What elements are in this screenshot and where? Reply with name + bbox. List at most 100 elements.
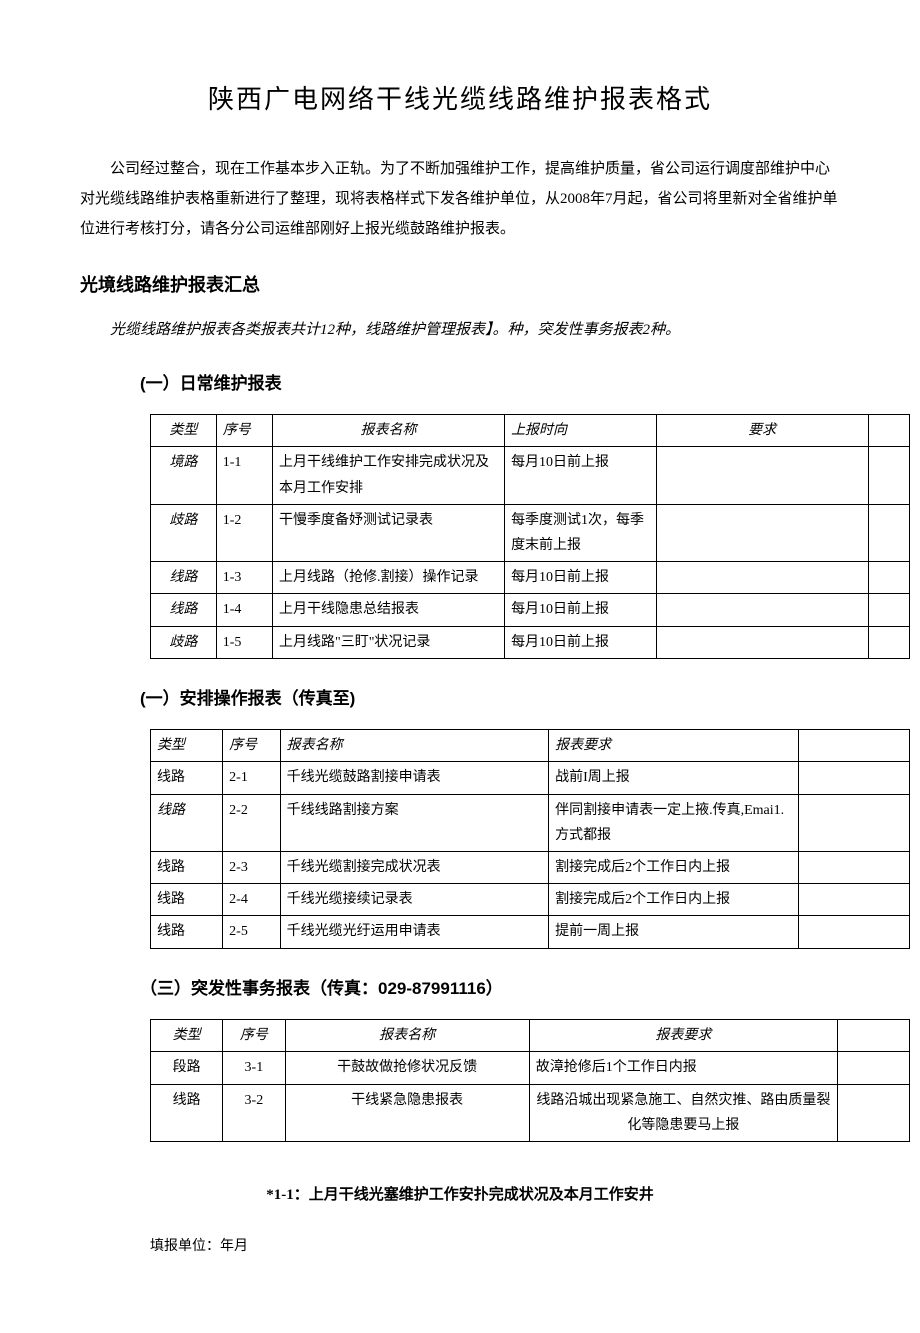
cell-name: 千线光缆鼓路割接申请表 — [280, 762, 549, 794]
col-req: 报表要求 — [529, 1020, 837, 1052]
table-row: 段路 3-1 干鼓故做抢修状况反馈 故漳抢修后1个工作日内报 — [151, 1052, 910, 1084]
cell-req — [656, 504, 868, 561]
cell-seq: 1-4 — [216, 594, 272, 626]
cell-type: 线路 — [151, 762, 223, 794]
cell-req: 割接完成后2个工作日内上报 — [549, 852, 799, 884]
table-row: 歧路 1-2 干慢季度备妤测试记录表 每季度测试1次，每季度末前上报 — [151, 504, 910, 561]
col-seq: 序号 — [223, 730, 280, 762]
cell-time: 每月10日前上报 — [505, 594, 656, 626]
cell-type: 线路 — [151, 852, 223, 884]
cell-type: 线路 — [151, 562, 217, 594]
cell-req: 伴同割接申请表一定上掖.传真,Emai1.方式都报 — [549, 794, 799, 851]
cell-req: 故漳抢修后1个工作日内报 — [529, 1052, 837, 1084]
col-name: 报表名称 — [272, 415, 504, 447]
cell-extra — [838, 1084, 910, 1141]
cell-extra — [798, 762, 909, 794]
col-type: 类型 — [151, 415, 217, 447]
cell-req — [656, 562, 868, 594]
table-header-row: 类型 序号 报表名称 报表要求 — [151, 1020, 910, 1052]
cell-type: 歧路 — [151, 504, 217, 561]
section1-heading: (一）日常维护报表 — [140, 369, 840, 400]
table-row: 线路 1-4 上月干线隐患总结报表 每月10日前上报 — [151, 594, 910, 626]
table-row: 境路 1-1 上月干线维护工作安排完成状况及本月工作安排 每月10日前上报 — [151, 447, 910, 504]
table-row: 线路 3-2 干线紧急隐患报表 线路沿城出现紧急施工、自然灾推、路由质量裂化等隐… — [151, 1084, 910, 1141]
table-row: 线路 1-3 上月线路（抢修.割接）操作记录 每月10日前上报 — [151, 562, 910, 594]
summary-heading: 光境线路维护报表汇总 — [80, 269, 840, 301]
cell-name: 上月线路（抢修.割接）操作记录 — [272, 562, 504, 594]
section3-heading: （三）突发性事务报表（传真：029-87991116） — [140, 974, 840, 1005]
col-time: 上报时向 — [505, 415, 656, 447]
cell-type: 线路 — [151, 884, 223, 916]
cell-extra — [798, 852, 909, 884]
cell-extra — [868, 594, 909, 626]
cell-time: 每月10日前上报 — [505, 626, 656, 658]
col-name: 报表名称 — [280, 730, 549, 762]
cell-seq: 1-3 — [216, 562, 272, 594]
col-seq: 序号 — [216, 415, 272, 447]
cell-seq: 2-2 — [223, 794, 280, 851]
page-title: 陕西广电网络干线光缆线路维护报表格式 — [80, 77, 840, 124]
cell-extra — [868, 504, 909, 561]
cell-extra — [868, 562, 909, 594]
cell-req — [656, 447, 868, 504]
table-daily-reports: 类型 序号 报表名称 上报时向 要求 境路 1-1 上月干线维护工作安排完成状况… — [150, 414, 910, 659]
cell-req: 提前一周上报 — [549, 916, 799, 948]
col-extra — [868, 415, 909, 447]
table-row: 线路 2-5 千线光缆光纡运用申请表 提前一周上报 — [151, 916, 910, 948]
cell-seq: 2-3 — [223, 852, 280, 884]
cell-seq: 3-2 — [223, 1084, 285, 1141]
cell-type: 段路 — [151, 1052, 223, 1084]
cell-type: 线路 — [151, 916, 223, 948]
col-req: 报表要求 — [549, 730, 799, 762]
table-row: 线路 2-1 千线光缆鼓路割接申请表 战前I周上报 — [151, 762, 910, 794]
cell-seq: 2-5 — [223, 916, 280, 948]
cell-name: 上月线路"三盯"状况记录 — [272, 626, 504, 658]
col-type: 类型 — [151, 730, 223, 762]
form-unit-label: 填报单位：年月 — [150, 1234, 840, 1259]
table-header-row: 类型 序号 报表名称 上报时向 要求 — [151, 415, 910, 447]
cell-type: 歧路 — [151, 626, 217, 658]
cell-req: 割接完成后2个工作日内上报 — [549, 884, 799, 916]
summary-text: 光缆线路维护报表各类报表共计12种，线路维护管理报表】。种，突发性事务报表2种。 — [80, 317, 840, 344]
cell-req — [656, 626, 868, 658]
cell-req — [656, 594, 868, 626]
cell-req: 战前I周上报 — [549, 762, 799, 794]
cell-name: 千线光缆割接完成状况表 — [280, 852, 549, 884]
cell-name: 千线光缆光纡运用申请表 — [280, 916, 549, 948]
cell-extra — [838, 1052, 910, 1084]
cell-seq: 2-4 — [223, 884, 280, 916]
cell-seq: 3-1 — [223, 1052, 285, 1084]
cell-time: 每月10日前上报 — [505, 447, 656, 504]
cell-name: 上月干线隐患总结报表 — [272, 594, 504, 626]
cell-name: 干慢季度备妤测试记录表 — [272, 504, 504, 561]
cell-name: 千线光缆接续记录表 — [280, 884, 549, 916]
cell-extra — [798, 916, 909, 948]
table-header-row: 类型 序号 报表名称 报表要求 — [151, 730, 910, 762]
form-1-1-title: *1-1：上月干线光塞维护工作安扑完成状况及本月工作安井 — [80, 1182, 840, 1209]
table-row: 线路 2-2 千线线路割接方案 伴同割接申请表一定上掖.传真,Emai1.方式都… — [151, 794, 910, 851]
cell-time: 每月10日前上报 — [505, 562, 656, 594]
col-seq: 序号 — [223, 1020, 285, 1052]
cell-name: 干线紧急隐患报表 — [285, 1084, 529, 1141]
cell-seq: 1-1 — [216, 447, 272, 504]
cell-name: 干鼓故做抢修状况反馈 — [285, 1052, 529, 1084]
cell-req: 线路沿城出现紧急施工、自然灾推、路由质量裂化等隐患要马上报 — [529, 1084, 837, 1141]
col-req: 要求 — [656, 415, 868, 447]
cell-seq: 1-5 — [216, 626, 272, 658]
intro-paragraph: 公司经过整合，现在工作基本步入正轨。为了不断加强维护工作，提高维护质量，省公司运… — [80, 154, 840, 244]
cell-name: 上月干线维护工作安排完成状况及本月工作安排 — [272, 447, 504, 504]
cell-extra — [798, 794, 909, 851]
cell-type: 线路 — [151, 794, 223, 851]
cell-type: 境路 — [151, 447, 217, 504]
cell-extra — [868, 447, 909, 504]
cell-time: 每季度测试1次，每季度末前上报 — [505, 504, 656, 561]
col-extra — [838, 1020, 910, 1052]
col-extra — [798, 730, 909, 762]
col-name: 报表名称 — [285, 1020, 529, 1052]
table-operation-reports: 类型 序号 报表名称 报表要求 线路 2-1 千线光缆鼓路割接申请表 战前I周上… — [150, 729, 910, 948]
section2-heading: (一）安排操作报表（传真至) — [140, 684, 840, 715]
cell-type: 线路 — [151, 594, 217, 626]
cell-extra — [868, 626, 909, 658]
cell-extra — [798, 884, 909, 916]
cell-seq: 2-1 — [223, 762, 280, 794]
